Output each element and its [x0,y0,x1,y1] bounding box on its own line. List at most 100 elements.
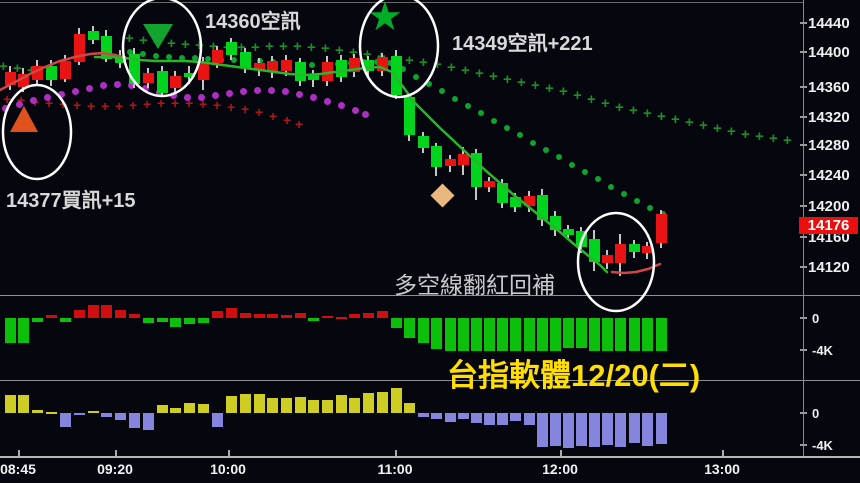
volume-diff-bar [458,318,469,351]
band-green-dot [478,110,484,116]
candle-wick [22,68,24,92]
band-cross-dot: + [3,91,12,107]
volume-diff-bar [363,313,374,318]
open-interest-bar [32,410,43,413]
candle-wick [475,149,477,200]
volume-diff-bar [115,310,126,318]
band-cross-dot: + [87,98,96,114]
band-green-dot [218,57,224,63]
band-cross-dot: + [115,98,124,114]
band-green-dot [569,162,575,168]
open-interest-bar [240,394,251,413]
band-green-dot [361,59,367,65]
price-tick-label: 14240 [808,167,850,184]
sell-signal-triangle-icon [143,24,173,49]
candle [563,229,574,235]
candle-wick [161,66,163,97]
band-magenta-dot [324,98,331,105]
open-interest-bar [550,413,561,446]
candle-wick [580,227,582,253]
candle-wick [353,54,355,77]
volume-diff-bar [563,318,574,348]
candle [615,244,626,263]
band-cross-dot: + [335,42,344,59]
panel-neg4k-label: -4K [812,343,833,358]
band-cross-dot: + [461,62,470,79]
band-green-dot [335,61,341,67]
open-interest-bar [391,388,402,413]
band-magenta-dot [142,85,149,92]
open-interest-bar [184,403,195,413]
band-cross-dot: + [45,95,54,111]
price-tick-label: 14400 [808,44,850,61]
band-magenta-dot [282,88,289,95]
band-cross-dot: + [643,105,652,122]
highlight-ellipse [1,83,73,181]
sell-signal-star-icon: ★ [367,0,403,39]
open-interest-bar [524,413,535,425]
band-green-dot [595,176,601,182]
open-interest-bar [484,413,495,425]
band-cross-dot: + [213,97,222,113]
volume-diff-bar [336,317,347,319]
panel-zero-label: 0 [812,406,820,421]
volume-diff-bar [226,308,237,318]
candle-wick [258,58,260,76]
band-cross-dot: + [157,95,166,111]
band-cross-dot: + [433,56,442,73]
band-cross-dot: + [143,96,152,112]
candle-wick [133,48,135,88]
candle [602,255,613,263]
band-cross-dot: + [185,95,194,111]
price-tick-label: 14280 [808,137,850,154]
band-cross-dot: + [181,36,190,53]
open-interest-bar [615,413,626,447]
open-interest-bar [60,413,71,427]
candle-wick [501,179,503,208]
open-interest-bar [418,413,429,417]
band-green-dot [387,60,393,66]
ma-line [93,55,609,274]
buy-signal-label-14377: 14377買訊+15 [6,190,136,212]
band-cross-dot: + [363,46,372,63]
band-magenta-dot [100,82,107,89]
open-interest-bar [308,400,319,413]
volume-diff-bar [602,318,613,351]
band-cross-dot: + [601,95,610,112]
volume-diff-bar [129,314,140,318]
volume-diff-bar [510,318,521,351]
band-green-dot [127,49,133,55]
band-cross-dot: + [741,126,750,143]
band-cross-dot: + [283,112,292,128]
candle-wick [528,191,530,212]
band-green-dot [452,96,458,102]
band-magenta-dot [296,91,303,98]
band-green-dot [517,132,523,138]
band-magenta-dot [198,94,205,101]
candle [198,62,209,80]
band-cross-dot: + [559,83,568,100]
band-magenta-dot [352,107,359,114]
band-cross-dot: + [405,52,414,69]
band-cross-dot: + [279,38,288,55]
panel-divider-2 [0,380,860,381]
band-magenta-dot [128,82,135,89]
band-cross-dot: + [657,108,666,125]
candle-wick [230,38,232,60]
candle [471,153,482,187]
candle [184,73,195,77]
band-cross-dot: + [377,48,386,65]
band-cross-dot: + [685,114,694,131]
candle [32,66,43,80]
band-cross-dot: + [73,97,82,113]
candle-wick [435,143,437,176]
volume-diff-bar [5,318,16,343]
candle-wick [422,132,424,153]
band-cross-dot: + [293,38,302,55]
band-green-dot [491,118,497,124]
candle [431,146,442,167]
band-cross-dot: + [237,39,246,56]
band-cross-dot: + [13,60,22,77]
